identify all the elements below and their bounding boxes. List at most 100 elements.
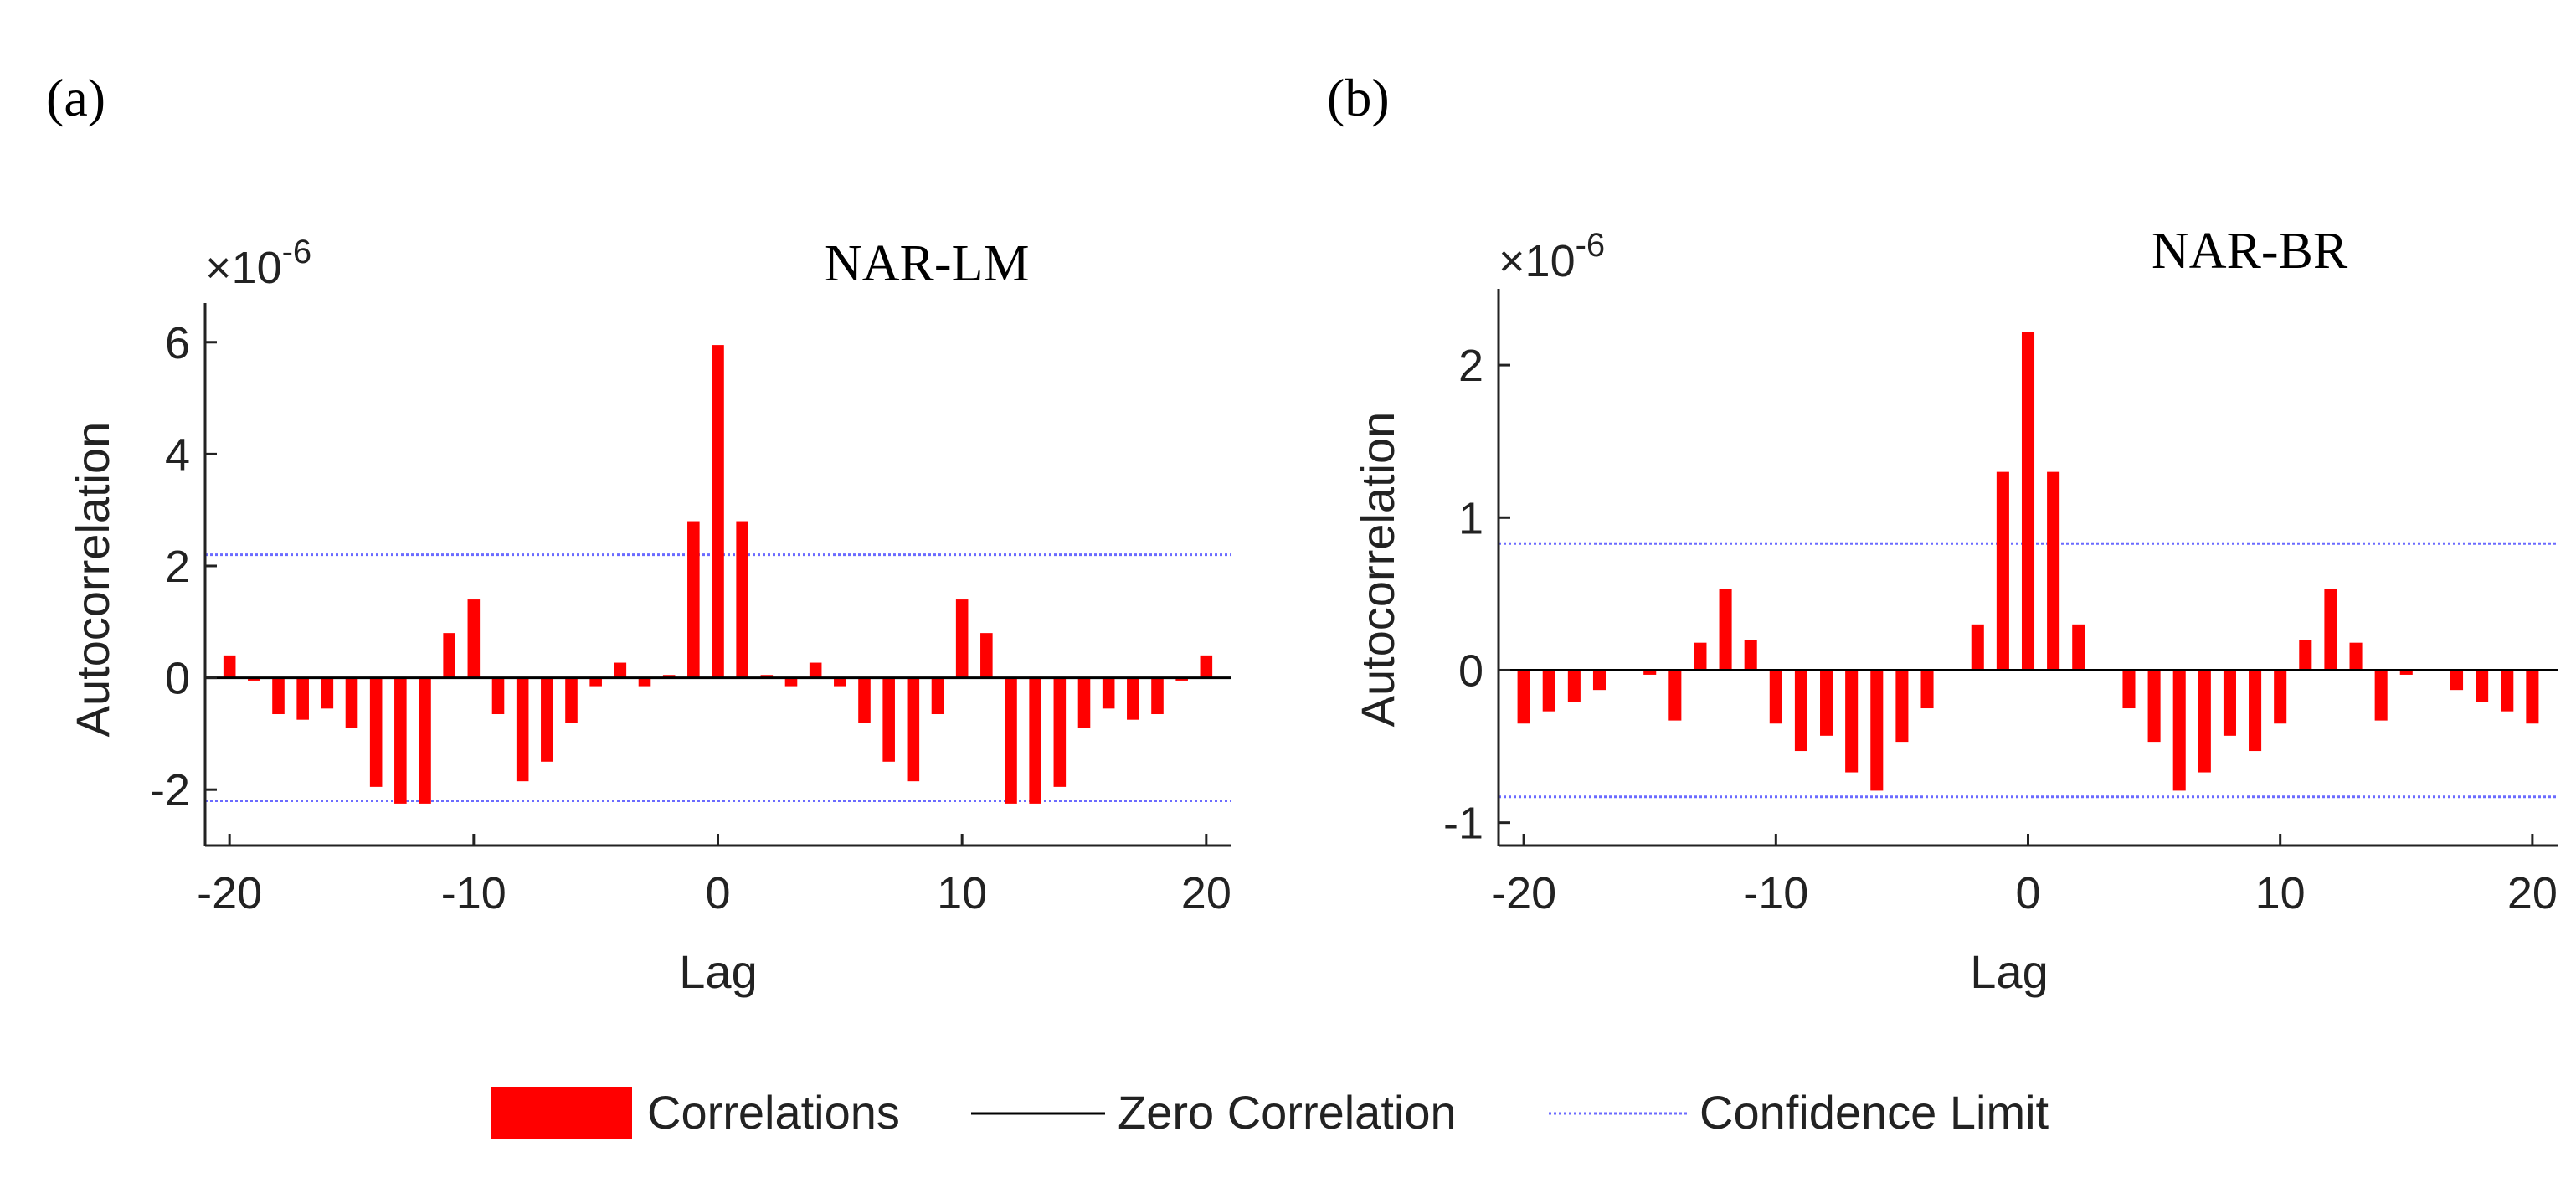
panel-a-ytick-label-0: 0 <box>165 654 190 704</box>
panel-b-bar-lag-9 <box>2249 670 2262 752</box>
legend-swatch-correlations <box>491 1087 632 1139</box>
panel-b-bar-lag-19 <box>2501 670 2514 712</box>
panel-a-bar-lag-2 <box>760 675 774 678</box>
panel-b-bar-lag-15 <box>2399 670 2413 675</box>
panel-b-ytick-label--1: -1 <box>1443 799 1483 849</box>
panel-a-xtick-label--10: -10 <box>441 868 506 918</box>
panel-b-bar-lag--11 <box>1744 640 1757 671</box>
panel-a-ytick-label--2: -2 <box>150 765 190 815</box>
panel-a-exponent-label: ×10-6 <box>205 234 311 293</box>
panel-a-xtick-label--20: -20 <box>197 868 262 918</box>
panel-a-bar-lag-16 <box>1102 677 1115 709</box>
panel-a-bar-lag-14 <box>1053 677 1067 787</box>
panel-b-bar-lag--15 <box>1643 670 1657 675</box>
panel-b-bar-lag-14 <box>2374 670 2388 721</box>
panel-b-bar-lag--4 <box>1920 670 1934 709</box>
panel-b-xtick-label--20: -20 <box>1491 868 1556 918</box>
panel-a-bar-lag--17 <box>296 677 309 720</box>
panel-b-bar-lag--7 <box>1845 670 1859 773</box>
legend-label-confidence-limit: Confidence Limit <box>1699 1086 2049 1139</box>
panel-a-xtick-label-20: 20 <box>1181 868 1231 918</box>
panel-b-bar-lag-2 <box>2072 624 2085 671</box>
panel-b-xtick-label-0: 0 <box>2015 868 2040 918</box>
panel-a: (a) NAR-LM ×10-6 Autocorrelation Lag -20… <box>46 68 1231 998</box>
panel-a-bar-lag-13 <box>1029 677 1041 804</box>
panel-a-bar-lag--1 <box>687 521 700 678</box>
panel-b-xtick-label-20: 20 <box>2507 868 2558 918</box>
panel-a-bar-lag--15 <box>345 677 358 728</box>
panel-b-bar-lag-5 <box>2147 670 2161 743</box>
legend-label-correlations: Correlations <box>647 1086 900 1139</box>
panel-b-bar-lag--9 <box>1794 670 1807 752</box>
panel-a-bar-lag-18 <box>1151 677 1164 715</box>
panel-a-bar-lag--10 <box>467 599 481 678</box>
panel-b-bar-lag--13 <box>1694 642 1707 671</box>
panel-a-bar-lag-17 <box>1127 677 1139 720</box>
panel-b-ytick-label-2: 2 <box>1458 341 1483 391</box>
panel-b-exponent-power: -6 <box>1576 227 1606 264</box>
panel-a-bar-lag-10 <box>955 599 969 678</box>
panel-a-ytick-label-2: 2 <box>165 542 190 592</box>
panel-a-exponent-base: ×10 <box>205 243 282 293</box>
panel-b-exponent-base: ×10 <box>1499 236 1576 286</box>
panel-b-bar-lag--8 <box>1820 670 1833 736</box>
panel-b-bar-lag--20 <box>1517 670 1530 724</box>
panel-a-bar-lag-20 <box>1200 655 1213 678</box>
panel-b-bar-lag-17 <box>2450 670 2464 691</box>
panel-a-bar-lag--19 <box>248 677 260 681</box>
panel-b-ytick-label-0: 0 <box>1458 645 1483 696</box>
panel-a-bar-lag-15 <box>1077 677 1091 728</box>
panel-b-bar-lag--12 <box>1719 589 1732 671</box>
legend-label-zero-correlation: Zero Correlation <box>1118 1086 1457 1139</box>
panel-a-bar-lag-0 <box>712 345 724 678</box>
panel-a-bar-lag--18 <box>272 677 285 715</box>
panel-a-bar-lag--13 <box>394 677 407 804</box>
panel-b-bar-lag--5 <box>1895 670 1909 743</box>
panel-a-xtick-label-10: 10 <box>937 868 987 918</box>
panel-a-ylabel: Autocorrelation <box>66 422 119 738</box>
panel-a-bar-lag-9 <box>931 677 944 715</box>
panel-a-xlabel: Lag <box>679 945 757 998</box>
panel-a-label: (a) <box>46 68 105 127</box>
panel-b-bar-lag--14 <box>1668 670 1682 721</box>
panel-b-bar-lag-13 <box>2349 642 2363 671</box>
panel-a-title: NAR-LM <box>825 235 1030 292</box>
panel-a-ytick-label-4: 4 <box>165 429 190 480</box>
panel-a-bar-lag--12 <box>419 677 431 804</box>
panel-b-bar-lag-12 <box>2324 589 2337 671</box>
panel-a-bar-lag--3 <box>638 677 651 687</box>
panel-b-bar-lag-20 <box>2526 670 2539 724</box>
panel-b-bar-lag--6 <box>1870 670 1884 791</box>
panel-a-exponent-power: -6 <box>282 234 312 270</box>
panel-a-bar-lag-7 <box>882 677 895 762</box>
panel-b-bar-lag-10 <box>2274 670 2287 724</box>
panel-b-ylabel: Autocorrelation <box>1351 412 1404 728</box>
panel-b: (b) NAR-BR ×10-6 Autocorrelation Lag -1 0… <box>1327 68 2558 998</box>
panel-b-bar-lag-7 <box>2198 670 2211 773</box>
panel-b-xlabel: Lag <box>1970 945 2048 998</box>
panel-a-bar-lag--7 <box>541 677 553 762</box>
panel-a-bar-lag--16 <box>321 677 334 709</box>
panel-a-bar-lag-11 <box>980 633 993 678</box>
panel-b-bar-lag-0 <box>2021 332 2035 671</box>
panel-a-bar-lag--8 <box>516 677 529 782</box>
panel-a-ytick-label-6: 6 <box>165 318 190 368</box>
panel-a-bar-lag--9 <box>491 677 505 715</box>
panel-a-bar-lag-1 <box>736 521 748 678</box>
panel-b-label: (b) <box>1327 68 1390 127</box>
panel-a-bar-lag-3 <box>784 677 798 687</box>
panel-b-bar-lag--1 <box>1996 471 2009 671</box>
panel-b-bar-lag--10 <box>1769 670 1782 724</box>
panel-b-bar-lag-1 <box>2047 471 2060 671</box>
panel-a-bar-lag-12 <box>1005 677 1017 804</box>
panel-a-xtick-label-0: 0 <box>705 868 730 918</box>
panel-a-bar-lag--4 <box>614 662 627 678</box>
panel-a-bar-lag--14 <box>369 677 383 787</box>
panel-a-bar-lag-4 <box>809 662 822 678</box>
panel-b-title: NAR-BR <box>2152 223 2348 280</box>
panel-b-bar-lag-18 <box>2476 670 2489 702</box>
panel-b-bar-lag-8 <box>2223 670 2236 736</box>
